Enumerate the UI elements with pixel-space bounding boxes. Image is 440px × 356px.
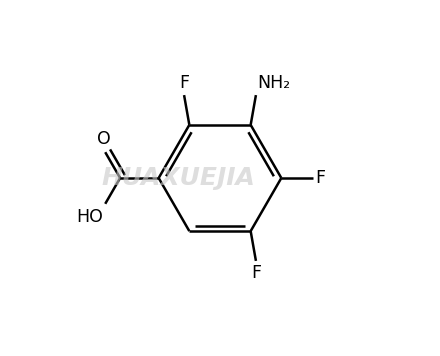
Text: O: O bbox=[97, 130, 110, 148]
Text: F: F bbox=[315, 169, 326, 187]
Text: F: F bbox=[179, 74, 189, 91]
Text: NH₂: NH₂ bbox=[258, 74, 291, 91]
Text: F: F bbox=[251, 265, 261, 282]
Text: HO: HO bbox=[77, 208, 103, 226]
Text: HUAXUEJIA: HUAXUEJIA bbox=[101, 166, 255, 190]
